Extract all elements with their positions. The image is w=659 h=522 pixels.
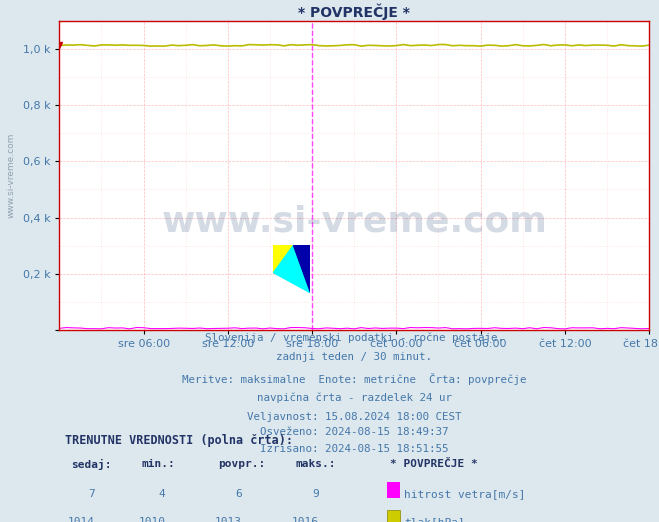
- Title: * POVPREČJE *: * POVPREČJE *: [299, 3, 410, 20]
- Text: 1010: 1010: [138, 517, 165, 522]
- Text: Slovenija / vremenski podatki - ročne postaje.: Slovenija / vremenski podatki - ročne po…: [205, 332, 503, 342]
- Text: Osveženo: 2024-08-15 18:49:37: Osveženo: 2024-08-15 18:49:37: [260, 427, 449, 437]
- Text: 9: 9: [312, 490, 319, 500]
- Text: www.si-vreme.com: www.si-vreme.com: [7, 133, 15, 218]
- Text: 1016: 1016: [292, 517, 319, 522]
- Text: * POVPREČJE *: * POVPREČJE *: [389, 458, 477, 469]
- Text: sedaj:: sedaj:: [71, 458, 111, 470]
- Text: tlak[hPa]: tlak[hPa]: [405, 517, 465, 522]
- Text: Veljavnost: 15.08.2024 18:00 CEST: Veljavnost: 15.08.2024 18:00 CEST: [247, 412, 461, 422]
- Text: povpr.:: povpr.:: [219, 458, 266, 469]
- Bar: [387, 510, 399, 522]
- Polygon shape: [293, 245, 310, 292]
- Text: 4: 4: [159, 490, 165, 500]
- Text: Izrisano: 2024-08-15 18:51:55: Izrisano: 2024-08-15 18:51:55: [260, 444, 449, 455]
- Text: min.:: min.:: [142, 458, 176, 469]
- Polygon shape: [273, 245, 310, 292]
- Text: 1013: 1013: [215, 517, 242, 522]
- Text: 6: 6: [235, 490, 242, 500]
- Text: 7: 7: [88, 490, 95, 500]
- Text: maks.:: maks.:: [295, 458, 335, 469]
- Bar: [387, 482, 399, 499]
- Text: zadnji teden / 30 minut.: zadnji teden / 30 minut.: [276, 352, 432, 362]
- Text: 1014: 1014: [68, 517, 95, 522]
- Text: Meritve: maksimalne  Enote: metrične  Črta: povprečje: Meritve: maksimalne Enote: metrične Črta…: [182, 373, 527, 385]
- Polygon shape: [273, 245, 293, 272]
- Text: TRENUTNE VREDNOSTI (polna črta):: TRENUTNE VREDNOSTI (polna črta):: [65, 434, 293, 447]
- Text: www.si-vreme.com: www.si-vreme.com: [161, 205, 547, 239]
- Text: hitrost vetra[m/s]: hitrost vetra[m/s]: [405, 490, 526, 500]
- Text: navpična črta - razdelek 24 ur: navpična črta - razdelek 24 ur: [257, 393, 451, 403]
